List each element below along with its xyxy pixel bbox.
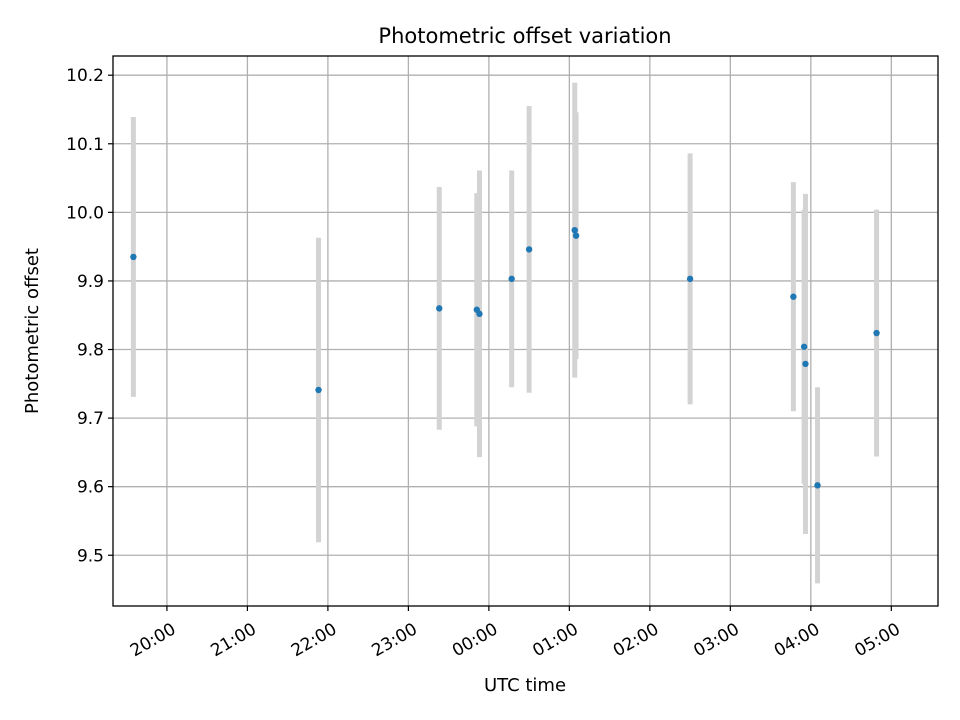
y-tick-label: 9.8 [77,341,104,361]
y-tick-label: 9.7 [77,409,104,429]
chart-title: Photometric offset variation [378,24,671,48]
y-axis-title: Photometric offset [22,248,43,414]
y-tick-label: 9.6 [77,478,104,498]
y-axis: 9.5 9.6 9.7 9.8 9.9 10.0 10.1 10.2 [66,66,113,566]
grid [113,56,938,606]
x-axis-title: UTC time [484,675,566,696]
x-tick-label: 03:00 [690,619,742,661]
data-point [315,386,322,394]
plot-frame [112,55,939,607]
data-point [686,275,694,283]
data-point [800,343,808,350]
x-tick-label: 04:00 [771,619,823,661]
data-point [571,226,578,234]
data-point [802,360,809,368]
x-tick-label: 23:00 [368,619,420,661]
data-point [790,293,797,300]
data-point [525,246,533,253]
y-tick-label: 10.0 [66,203,104,223]
data-point [572,232,580,239]
data-point [130,253,137,261]
x-tick-label: 02:00 [610,619,662,661]
data-point [476,310,483,318]
y-tick-label: 9.5 [77,546,104,566]
data-point [873,329,880,337]
data-point [814,482,821,489]
data-point [436,305,443,312]
x-tick-label: 05:00 [851,619,903,661]
x-tick-label: 20:00 [127,619,179,661]
x-axis: 20:00 21:00 22:00 23:00 00:00 01:00 02:00 03:00… [127,606,904,661]
data-points [130,226,880,489]
x-tick-label: 00:00 [449,619,501,661]
error-bars [130,82,880,584]
y-tick-label: 10.1 [66,135,104,155]
y-tick-label: 10.2 [66,66,104,86]
data-point [508,275,515,283]
x-tick-label: 22:00 [288,619,340,661]
x-tick-label: 01:00 [529,619,581,661]
x-tick-label: 21:00 [207,619,259,661]
y-tick-label: 9.9 [77,272,104,292]
